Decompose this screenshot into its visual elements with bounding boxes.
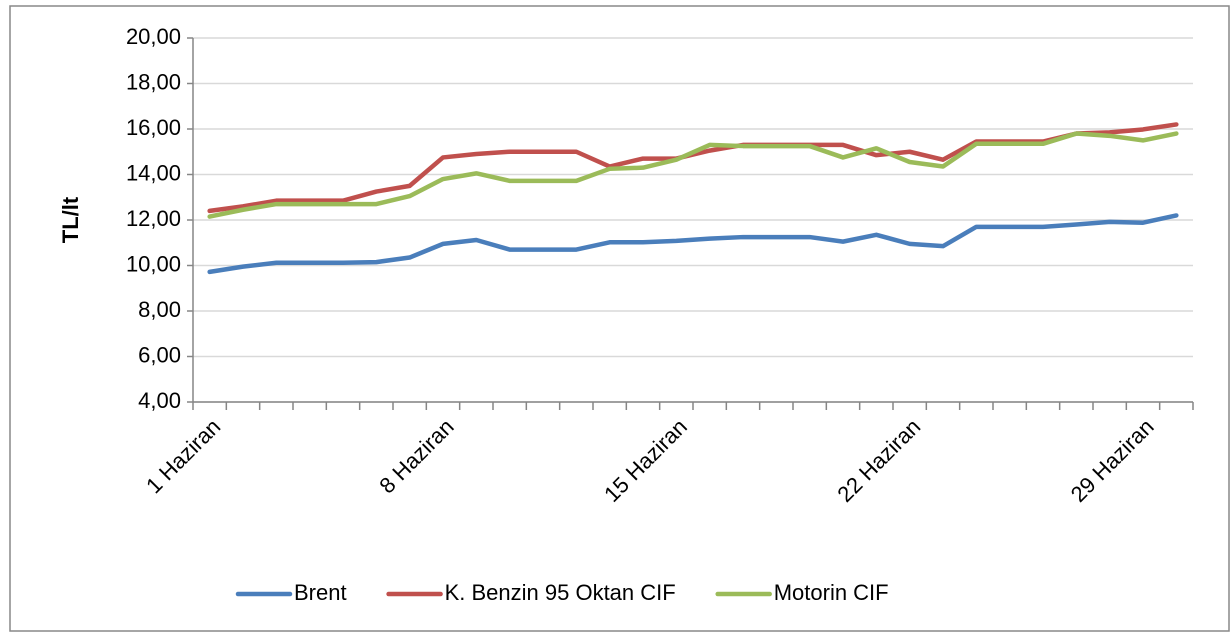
y-tick-label: 16,00: [126, 115, 181, 140]
line-series: [207, 213, 1179, 275]
y-tick-label: 18,00: [126, 69, 181, 94]
y-tick-label: 6,00: [138, 342, 181, 367]
y-tick-label: 8,00: [138, 297, 181, 322]
y-tick-label: 12,00: [126, 206, 181, 231]
chart-frame: [9, 5, 1230, 632]
legend-label: Brent: [294, 580, 347, 605]
y-axis-label: TL/lt: [58, 196, 83, 243]
legend-label: Motorin CIF: [774, 580, 889, 605]
line-series: [207, 131, 1179, 219]
legend-label: K. Benzin 95 Oktan CIF: [445, 580, 676, 605]
y-tick-label: 4,00: [138, 388, 181, 413]
y-tick-label: 14,00: [126, 160, 181, 185]
y-tick-label: 10,00: [126, 251, 181, 276]
y-tick-label: 20,00: [126, 24, 181, 49]
